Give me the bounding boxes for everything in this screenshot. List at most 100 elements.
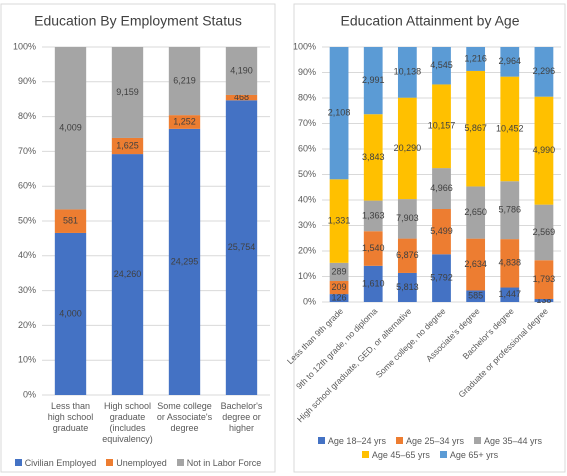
data-label: 2,108 (328, 108, 351, 118)
bar-segment (397, 97, 417, 200)
data-label: 5,786 (499, 205, 522, 215)
legend-swatch (361, 451, 369, 458)
data-label: 1,610 (362, 278, 385, 288)
data-label: 1,331 (328, 215, 351, 225)
x-tick-label: High school graduate (includes equivalen… (102, 401, 153, 444)
legend-item: Age 18–24 yrs (317, 436, 386, 446)
legend-swatch (395, 437, 403, 444)
bar-segment (466, 70, 486, 187)
x-tick-label-box: Bachelor's degree or higher (220, 401, 263, 433)
data-label: 6,219 (173, 75, 196, 85)
legend-swatch (317, 437, 325, 444)
legend-swatch (176, 459, 184, 466)
legend-item: Age 35–44 yrs (474, 436, 542, 446)
data-label: 1,252 (173, 116, 196, 126)
data-label: 138 (536, 295, 551, 305)
bar-segment (534, 204, 554, 261)
data-label: 4,009 (59, 123, 82, 133)
legend-swatch (439, 451, 447, 458)
bar-segment (54, 209, 87, 233)
chart-title: Education By Employment Status (34, 13, 242, 29)
bar-segment (168, 128, 201, 395)
legend-item: Civilian Employed (14, 458, 96, 468)
data-label: 20,290 (394, 143, 422, 153)
data-label: 1,540 (362, 243, 385, 253)
y-tick-label: 0% (23, 389, 36, 399)
bar-segment (534, 260, 554, 300)
bar-segment (363, 231, 383, 266)
legend-swatch (14, 459, 22, 466)
chart-title: Education Attainment by Age (340, 13, 519, 29)
data-label: 3,843 (362, 152, 385, 162)
legend-swatch (474, 437, 482, 444)
data-label: 1,216 (464, 53, 487, 63)
bar-segment (54, 47, 87, 210)
data-label: 209 (332, 282, 347, 292)
data-label: 1,363 (362, 210, 385, 220)
data-label: 2,634 (464, 259, 487, 269)
y-tick-label: 40% (18, 250, 36, 260)
data-label: 468 (234, 92, 249, 102)
data-label: 126 (332, 292, 347, 302)
legend-label: Age 18–24 yrs (327, 436, 386, 446)
bar-segment (466, 238, 486, 291)
bar-segment (168, 47, 201, 116)
y-tick-label: 90% (298, 67, 316, 77)
bar-segment (466, 47, 486, 71)
bar-segment (329, 47, 349, 180)
data-label: 585 (468, 291, 483, 301)
bar-segment (534, 47, 554, 97)
y-tick-label: 80% (18, 111, 36, 121)
y-tick-label: 50% (18, 215, 36, 225)
bar-segment (432, 168, 451, 209)
legend-box: Civilian Employed Unemployed Not in Labor … (14, 458, 261, 468)
y-tick-label: 60% (18, 181, 36, 191)
data-label: 2,991 (362, 75, 385, 85)
data-label: 2,964 (499, 56, 522, 66)
bar-segment (111, 137, 144, 155)
data-label: 4,990 (533, 145, 556, 155)
data-label: 10,157 (428, 121, 456, 131)
legend-label: Age 65+ yrs (449, 450, 499, 460)
legend-box: Age 18–24 yrs Age 25–34 yrs Age 35–44 yrs A… (317, 436, 542, 460)
legend-item: Age 65+ yrs (439, 450, 499, 460)
bar-segment (111, 47, 144, 138)
bar-segment (329, 294, 349, 302)
y-tick-label: 100% (13, 41, 36, 51)
bar-segment (111, 154, 144, 395)
data-label: 5,499 (430, 226, 453, 236)
y-tick-label: 30% (298, 220, 316, 230)
legend-item: Age 45–65 yrs (361, 450, 430, 460)
data-label: 4,545 (430, 60, 453, 70)
data-label: 10,452 (496, 123, 524, 133)
bar-segment (397, 199, 417, 239)
bar-segment (397, 47, 417, 98)
data-label: 6,876 (396, 250, 419, 260)
y-tick-label: 40% (298, 194, 316, 204)
bar-segment (329, 280, 349, 295)
legend-label: Age 25–34 yrs (405, 436, 465, 446)
data-label: 2,650 (464, 207, 487, 217)
y-tick-label: 20% (298, 245, 316, 255)
bar-segment (363, 114, 383, 201)
data-label: 7,903 (396, 213, 419, 223)
y-tick-label: 100% (293, 41, 316, 51)
data-label: 4,966 (430, 183, 453, 193)
y-tick-label: 80% (298, 92, 316, 102)
x-tick-label-box: Some college or Associate's degree (156, 401, 213, 433)
x-tick-label: Bachelor's degree or higher (220, 401, 263, 433)
y-tick-label: 60% (298, 143, 316, 153)
x-tick-label-box: High school graduate (includes equivalen… (102, 401, 153, 444)
data-label: 1,793 (533, 274, 556, 284)
x-tick-label: Some college or Associate's degree (156, 401, 213, 433)
data-label: 4,000 (59, 308, 82, 318)
bar-segment (329, 262, 349, 281)
bar-segment (168, 115, 201, 129)
bar-segment (500, 47, 520, 77)
data-label: 5,867 (464, 123, 487, 133)
bar-segment (534, 299, 554, 302)
data-label: 24,295 (171, 256, 199, 266)
bar-segment (225, 100, 258, 395)
bar-segment (534, 96, 554, 205)
